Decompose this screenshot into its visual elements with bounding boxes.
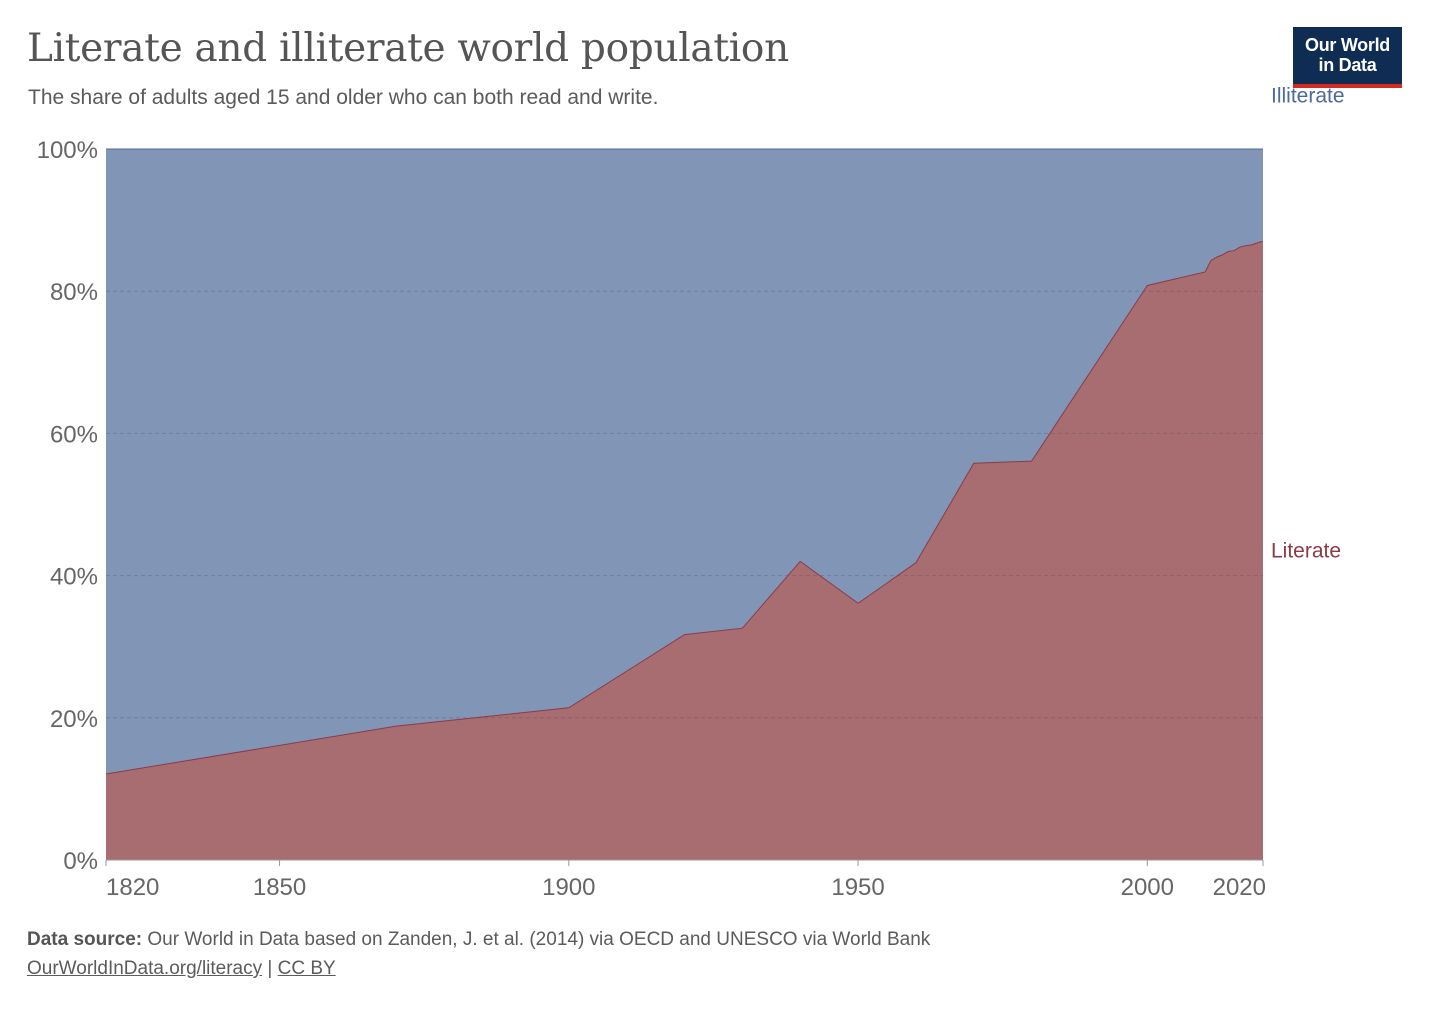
logo-line-1: Our World [1305, 35, 1390, 55]
footer-links: OurWorldInData.org/literacy | CC BY [27, 958, 336, 980]
x-tick-label: 1900 [542, 874, 595, 901]
owid-logo[interactable]: Our World in Data [1293, 27, 1402, 88]
x-tick-label: 2000 [1121, 874, 1174, 901]
legend-literate: Literate [1271, 540, 1341, 563]
x-tick-label: 1950 [831, 874, 884, 901]
stacked-area-chart: 0% 20% 40% 60% 80% 100% 1820 1850 1900 1950 2000 20… [37, 85, 1345, 901]
y-tick-label: 80% [50, 279, 98, 306]
y-tick-label: 0% [63, 848, 98, 875]
y-tick-label: 20% [50, 706, 98, 733]
legend-illiterate: Illiterate [1271, 85, 1345, 108]
x-tick-label: 1850 [253, 874, 306, 901]
literacy-link[interactable]: OurWorldInData.org/literacy [27, 958, 263, 979]
y-tick-label: 40% [50, 564, 98, 591]
data-source-label: Data source: [27, 929, 143, 950]
x-tick-label: 2020 [1213, 874, 1266, 901]
license-link[interactable]: CC BY [277, 958, 336, 979]
literate-area [106, 241, 1263, 860]
x-tick-label: 1820 [106, 874, 159, 901]
y-tick-label: 100% [37, 137, 98, 164]
footer-separator: | [267, 958, 273, 979]
chart-title: Literate and illiterate world population [27, 26, 789, 71]
logo-line-2: in Data [1318, 55, 1377, 75]
illiterate-area [106, 149, 1263, 774]
data-source: Data source: Our World in Data based on … [27, 929, 930, 951]
y-tick-label: 60% [50, 421, 98, 448]
literate-line [105, 240, 1264, 775]
data-source-text: Our World in Data based on Zanden, J. et… [147, 929, 931, 950]
chart-subtitle: The share of adults aged 15 and older wh… [28, 86, 659, 109]
